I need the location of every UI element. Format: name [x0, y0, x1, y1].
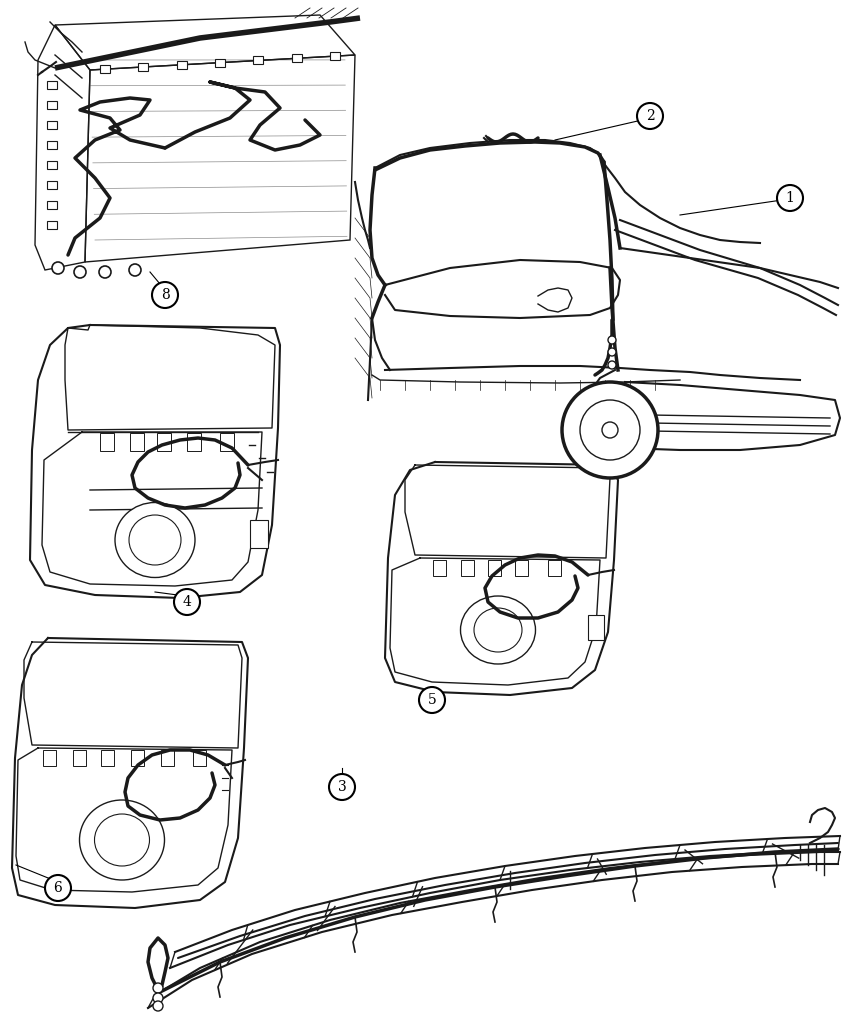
Text: 6: 6	[54, 881, 62, 895]
Bar	[548, 560, 561, 575]
Circle shape	[45, 874, 71, 901]
Ellipse shape	[129, 515, 181, 565]
Circle shape	[153, 993, 163, 1002]
Text: 5: 5	[427, 693, 437, 707]
Bar	[588, 615, 604, 640]
Bar	[47, 201, 57, 209]
Bar	[100, 66, 110, 73]
Bar	[47, 161, 57, 169]
Bar	[47, 141, 57, 150]
Bar	[47, 221, 57, 229]
Circle shape	[152, 282, 178, 308]
Circle shape	[637, 103, 663, 129]
Bar	[47, 121, 57, 129]
Bar	[250, 520, 268, 548]
Circle shape	[608, 361, 616, 369]
Circle shape	[562, 382, 658, 478]
Text: 8: 8	[161, 288, 169, 302]
Circle shape	[602, 422, 618, 438]
Circle shape	[74, 266, 86, 278]
Circle shape	[580, 400, 640, 460]
Circle shape	[129, 264, 141, 276]
Text: 4: 4	[183, 595, 191, 609]
Circle shape	[608, 348, 616, 356]
Ellipse shape	[460, 596, 535, 664]
Bar	[138, 63, 148, 71]
Ellipse shape	[79, 800, 164, 880]
Circle shape	[52, 262, 64, 274]
Circle shape	[153, 983, 163, 993]
Bar	[47, 81, 57, 89]
Text: 1: 1	[786, 191, 794, 205]
Ellipse shape	[94, 814, 149, 866]
Bar	[330, 52, 340, 60]
Ellipse shape	[115, 503, 195, 578]
Text: 2: 2	[646, 109, 654, 123]
Circle shape	[153, 1001, 163, 1011]
Circle shape	[329, 774, 355, 800]
Bar	[177, 60, 186, 69]
Bar	[187, 433, 201, 451]
Bar	[254, 56, 263, 65]
Bar	[47, 181, 57, 189]
Ellipse shape	[474, 608, 522, 652]
Bar	[157, 433, 171, 451]
Bar	[100, 433, 114, 451]
Bar	[433, 560, 446, 575]
Text: 3: 3	[338, 780, 346, 794]
Circle shape	[99, 266, 111, 278]
Bar	[215, 58, 225, 67]
Bar	[131, 750, 144, 766]
Bar	[488, 560, 501, 575]
Bar	[43, 750, 56, 766]
Bar	[161, 750, 174, 766]
Bar	[73, 750, 86, 766]
Circle shape	[608, 336, 616, 344]
Circle shape	[419, 687, 445, 713]
Bar	[101, 750, 114, 766]
Bar	[292, 54, 302, 62]
Bar	[130, 433, 144, 451]
Circle shape	[174, 589, 200, 615]
Bar	[220, 433, 234, 451]
Circle shape	[777, 185, 803, 211]
Bar	[515, 560, 528, 575]
Bar	[47, 101, 57, 109]
Bar	[461, 560, 474, 575]
Bar	[193, 750, 206, 766]
